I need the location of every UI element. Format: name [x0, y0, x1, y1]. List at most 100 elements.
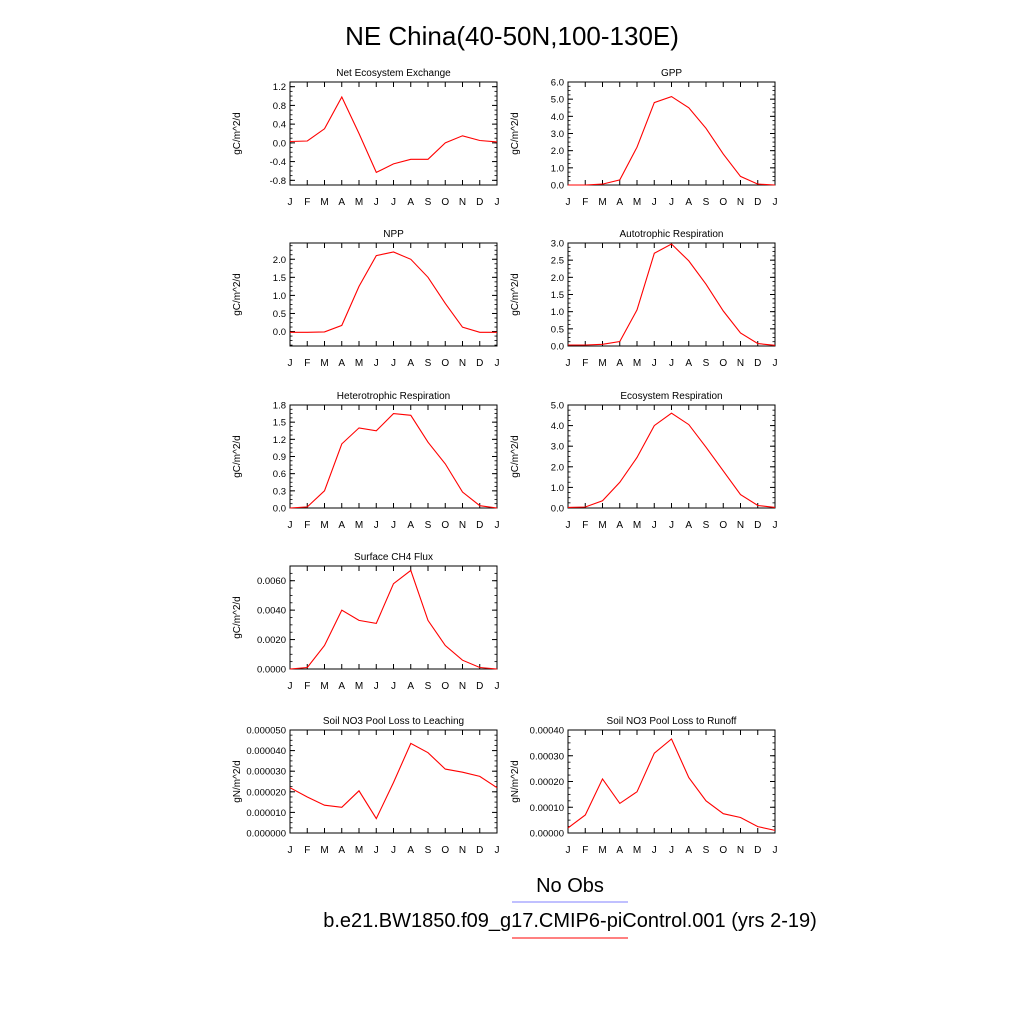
x-tick-label: J — [374, 520, 379, 531]
y-tick-label: 0.0040 — [257, 606, 286, 617]
chart-panel: Soil NO3 Pool Loss to Runoff gN/m^2/d 0.00… — [510, 716, 778, 856]
x-tick-label: F — [582, 358, 588, 369]
series-line — [568, 95, 776, 186]
x-tick-label: A — [685, 520, 692, 531]
x-tick-label: J — [773, 197, 778, 208]
y-tick-label: 1.5 — [273, 418, 286, 429]
chart-title: NPP — [383, 229, 404, 240]
x-tick-label: O — [441, 520, 449, 531]
x-tick-label: S — [425, 520, 432, 531]
x-tick-label: J — [669, 197, 674, 208]
x-tick-label: S — [703, 358, 710, 369]
chart-panel: Autotrophic Respiration gC/m^2/d 0.0 0.5 1.0… — [510, 229, 778, 369]
x-tick-label: S — [703, 845, 710, 856]
x-tick-label: D — [476, 358, 483, 369]
y-tick-label: 3.0 — [551, 129, 564, 140]
x-tick-label: S — [425, 845, 432, 856]
chart-title: Autotrophic Respiration — [620, 229, 724, 240]
x-tick-label: J — [773, 845, 778, 856]
y-axis-label: gC/m^2/d — [232, 273, 243, 316]
legend-obs-label: No Obs — [536, 875, 604, 897]
x-tick-label: J — [288, 845, 293, 856]
x-tick-label: J — [374, 358, 379, 369]
y-tick-label: 0.00040 — [530, 726, 564, 737]
x-tick-label: M — [633, 845, 641, 856]
x-tick-label: M — [633, 358, 641, 369]
x-tick-label: A — [338, 197, 345, 208]
x-tick-label: O — [719, 197, 727, 208]
x-tick-label: M — [320, 520, 328, 531]
x-tick-label: D — [476, 681, 483, 692]
x-tick-label: J — [288, 520, 293, 531]
y-tick-label: -0.8 — [270, 176, 286, 187]
y-axis-label: gN/m^2/d — [232, 760, 243, 803]
y-tick-label: 2.0 — [551, 273, 564, 284]
x-tick-label: M — [320, 845, 328, 856]
y-tick-label: 5.0 — [551, 401, 564, 412]
plot-frame — [567, 81, 776, 186]
x-tick-label: O — [719, 845, 727, 856]
x-tick-label: A — [616, 520, 623, 531]
y-tick-label: 0.000010 — [246, 808, 286, 819]
plot-frame — [289, 404, 498, 509]
x-tick-label: M — [355, 358, 363, 369]
chart-title: Net Ecosystem Exchange — [336, 68, 451, 79]
x-tick-label: N — [737, 358, 744, 369]
y-tick-label: 0.4 — [273, 120, 286, 131]
x-tick-label: N — [737, 520, 744, 531]
x-tick-label: A — [616, 845, 623, 856]
y-tick-label: 3.0 — [551, 239, 564, 250]
y-tick-label: 2.0 — [273, 255, 286, 266]
chart-title: GPP — [661, 68, 682, 79]
x-tick-label: J — [495, 845, 500, 856]
x-tick-label: D — [754, 520, 761, 531]
x-tick-label: O — [719, 520, 727, 531]
y-tick-label: 1.0 — [273, 291, 286, 302]
legend: No Obs b.e21.BW1850.f09_g17.CMIP6-piCont… — [323, 875, 817, 939]
y-axis-label: gC/m^2/d — [232, 435, 243, 478]
x-tick-label: M — [320, 197, 328, 208]
y-tick-label: 0.000020 — [246, 787, 286, 798]
x-tick-label: J — [566, 358, 571, 369]
x-tick-label: J — [374, 845, 379, 856]
x-tick-label: N — [737, 845, 744, 856]
x-tick-label: J — [566, 197, 571, 208]
y-tick-label: 0.0000 — [257, 665, 286, 676]
x-tick-label: A — [407, 358, 414, 369]
x-tick-label: N — [459, 358, 466, 369]
x-tick-label: A — [407, 845, 414, 856]
series-line — [289, 413, 498, 509]
x-tick-label: F — [304, 358, 310, 369]
x-tick-label: N — [459, 197, 466, 208]
x-tick-label: A — [338, 681, 345, 692]
x-tick-label: J — [374, 681, 379, 692]
y-tick-label: 0.00010 — [530, 803, 564, 814]
y-tick-label: 0.9 — [273, 452, 286, 463]
x-tick-label: S — [703, 197, 710, 208]
x-tick-label: J — [566, 520, 571, 531]
x-tick-label: J — [391, 520, 396, 531]
x-tick-label: N — [737, 197, 744, 208]
x-tick-label: F — [582, 520, 588, 531]
y-tick-label: 0.0 — [551, 504, 564, 515]
y-tick-label: 0.0 — [273, 327, 286, 338]
x-tick-label: A — [407, 681, 414, 692]
x-tick-label: F — [304, 520, 310, 531]
y-axis-label: gC/m^2/d — [232, 112, 243, 155]
x-tick-label: M — [320, 358, 328, 369]
x-tick-label: D — [754, 845, 761, 856]
x-tick-label: F — [582, 845, 588, 856]
x-tick-label: D — [754, 358, 761, 369]
x-tick-label: M — [320, 681, 328, 692]
y-tick-label: 0.3 — [273, 486, 286, 497]
x-tick-label: D — [476, 520, 483, 531]
y-tick-label: 0.0 — [551, 181, 564, 192]
x-tick-label: O — [441, 845, 449, 856]
page-title: NE China(40-50N,100-130E) — [345, 21, 679, 51]
x-tick-label: J — [391, 197, 396, 208]
series-line — [289, 742, 498, 820]
x-tick-label: D — [476, 845, 483, 856]
x-tick-label: A — [338, 358, 345, 369]
chart-panels: Net Ecosystem Exchange gC/m^2/d -0.8 -0.4 0.… — [232, 68, 778, 856]
